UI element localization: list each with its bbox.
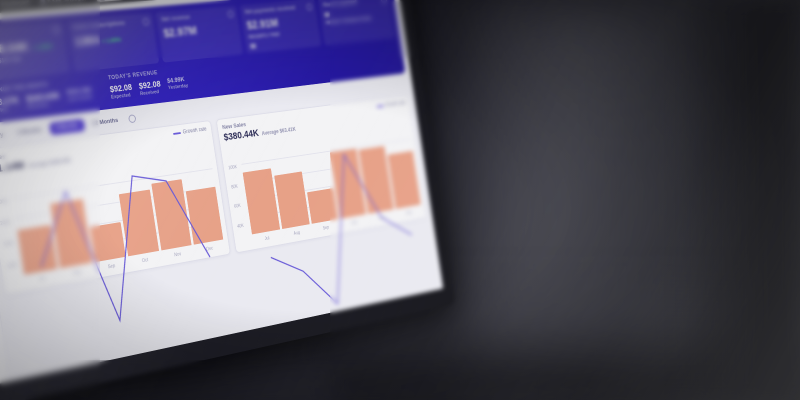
y-tick-label: 60K	[233, 203, 242, 210]
metric-caption: Yesterday	[167, 83, 189, 92]
y-tick-label: 180K	[3, 240, 15, 249]
y-tick-label: 40K	[236, 223, 245, 230]
tab-6-months[interactable]: 6 Months	[49, 118, 85, 136]
kpi-value: 1384	[73, 32, 100, 49]
kpi-delta: + 1.69%	[101, 36, 122, 46]
tab-12-months[interactable]: 12 Months	[91, 117, 119, 128]
kpi-card-mrr[interactable]: MRR $148.04K + 1.60% CMRR $147.31K	[0, 20, 71, 83]
kpi-value: $148.04K	[0, 39, 30, 58]
kpi-delta: + 1.60%	[31, 43, 54, 52]
revenue-metric: $183.27K Expected	[0, 95, 21, 115]
metric-caption: Expected	[0, 107, 8, 116]
legend-line-icon	[172, 132, 181, 136]
y-tick-label: 80K	[230, 184, 239, 191]
info-icon[interactable]	[127, 114, 137, 124]
revenue-metric: $163.63K Received	[26, 91, 61, 111]
chart-legend: Growth rate	[376, 100, 406, 110]
card-icon	[249, 43, 257, 50]
bookmark-2[interactable]: Dashboard	[0, 0, 30, 9]
y-tick-label: 100K	[228, 164, 238, 171]
chart-legend: Growth rate	[172, 126, 208, 137]
info-icon[interactable]	[226, 10, 234, 18]
legend-label: Growth rate	[384, 100, 406, 109]
new-sales-chart-card: New Sales $380.44K Average $63.41K Growt…	[215, 94, 428, 253]
legend-line-icon	[376, 105, 384, 108]
revenue-this-month: REVENUE THIS MONTH $183.27K Expected $16…	[0, 78, 94, 116]
kpi-card-active-subscriptions[interactable]: Active Subscriptions 1384 + 1.69%	[66, 13, 160, 73]
metric-caption: Received	[139, 89, 160, 98]
tab-3-months[interactable]: 3 Months	[16, 126, 43, 137]
new-sales-plot: 100K 80K 60K 40K Jul Aug Sep Oct Nov Dec	[225, 123, 422, 247]
tab-daily[interactable]: Daily	[0, 131, 4, 141]
bookmark-favicon	[99, 0, 105, 1]
kpi-value: $2.97M	[162, 23, 198, 41]
y-tick-label: 240K	[0, 219, 12, 227]
y-tick-label: 300K	[0, 198, 8, 206]
revenue-metric: $92.08 Received	[138, 79, 162, 97]
metric-caption: Expected	[110, 92, 132, 101]
receipt-icon	[324, 12, 331, 18]
chart-average-label: Average $189.44K	[27, 158, 72, 170]
chart-headline-value: $380.44K	[223, 128, 260, 144]
bookmark-3[interactable]: 6 Key Strategi...	[39, 0, 87, 6]
sales-chart-card: Sales $1.14M Average $189.44K Growth rat…	[0, 120, 231, 296]
bookmark-favicon	[39, 0, 46, 6]
chart-average-label: Average $63.41K	[261, 127, 297, 138]
revenue-metric: $92.08 Expected	[109, 83, 133, 101]
kpi-card-net-payments[interactable]: Net payments received $2.91M RECENTLY PA…	[239, 0, 322, 54]
legend-label: Growth rate	[182, 126, 208, 136]
sales-plot: 300K 240K 180K 120K Jul Aug Sep Oct Nov Dec	[0, 151, 225, 288]
revenue-metric: $4.99K Yesterday	[167, 76, 189, 93]
background-dark-edge	[680, 0, 800, 400]
todays-revenue: TODAY'S REVENUE $92.08 Expected $92.08 R…	[108, 68, 189, 101]
kpi-card-net-revenue[interactable]: Net revenue $2.97M	[155, 5, 244, 63]
revenue-metric: $202.38K Last month	[66, 87, 93, 106]
chart-headline-value: $1.14M	[0, 159, 25, 176]
kpi-card-recent-payment[interactable]: Recent payment RECENT TRANSACTIONS	[318, 0, 396, 46]
bookmark-label: Dashboard	[1, 0, 30, 9]
y-tick-label: 120K	[6, 262, 18, 270]
bookmark-label: 6 Key Strategi...	[47, 0, 87, 6]
kpi-value: $2.91M	[245, 16, 279, 32]
